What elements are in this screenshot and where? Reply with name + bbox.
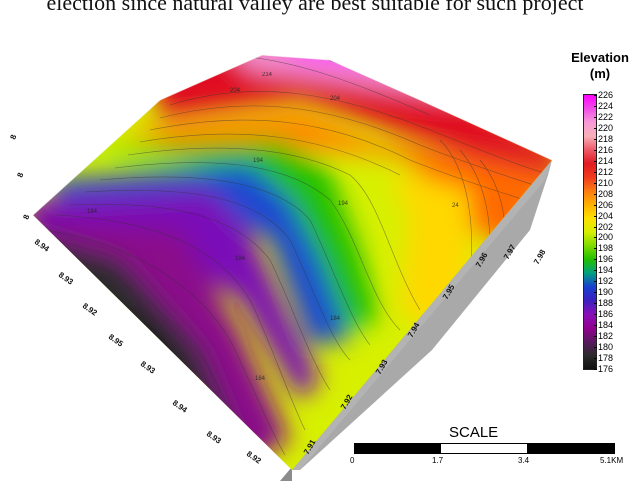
scale-label-3: 5.1KM — [600, 456, 624, 465]
axis-x-label-5: 8.93 — [139, 359, 157, 376]
legend-tick-224: 224 — [593, 100, 614, 111]
contour-label-1: 214 — [262, 72, 273, 78]
scale-title: SCALE — [449, 424, 499, 441]
legend-title: Elevation (m) — [570, 50, 630, 82]
axis-x-label-8: 8.92 — [245, 449, 263, 466]
legend-tick-206: 206 — [593, 199, 614, 210]
scale-label-0: 0 — [350, 456, 355, 465]
contour-label-8: 184 — [330, 316, 341, 322]
legend-tick-186: 186 — [593, 309, 614, 320]
caption-text: election since natural valley are best s… — [46, 0, 584, 15]
axis-y-label-8: 7.98 — [532, 248, 548, 266]
contour-label-6: 184 — [87, 209, 98, 215]
legend-tick-220: 220 — [593, 122, 614, 133]
legend-tick-192: 192 — [593, 276, 614, 287]
axis-z-label-1: 8 — [8, 133, 18, 141]
contour-label-9: 184 — [255, 376, 266, 382]
legend-tick-222: 222 — [593, 111, 614, 122]
axis-z-label-3: 8 — [21, 213, 31, 221]
axis-x-label-7: 8.93 — [205, 429, 223, 446]
axis-x-label-6: 8.94 — [171, 398, 189, 415]
legend-unit-text: (m) — [589, 66, 611, 81]
legend-tick-212: 212 — [593, 166, 614, 177]
contour-label-10: 24 — [452, 203, 459, 209]
legend-tick-210: 210 — [593, 177, 614, 188]
scale-label-1: 1.7 — [432, 456, 444, 465]
contour-label-2: 204 — [230, 88, 241, 94]
legend-tick-184: 184 — [593, 320, 614, 331]
contour-label-3: 204 — [330, 96, 341, 102]
legend-tick-226: 226 — [593, 90, 614, 100]
legend-tick-204: 204 — [593, 210, 614, 221]
axis-z-label-2: 8 — [15, 171, 25, 179]
scale-label-2: 3.4 — [518, 456, 530, 465]
contour-label-4: 194 — [253, 158, 264, 164]
axis-x-label-4: 8.95 — [107, 332, 125, 349]
axis-x-label-2: 8.93 — [57, 270, 75, 287]
legend-tick-218: 218 — [593, 133, 614, 144]
axis-x-label-3: 8.92 — [81, 301, 99, 318]
legend-tick-214: 214 — [593, 155, 614, 166]
legend-tick-182: 182 — [593, 331, 614, 342]
legend-tick-178: 178 — [593, 353, 614, 364]
legend-tick-188: 188 — [593, 298, 614, 309]
legend-tick-190: 190 — [593, 287, 614, 298]
legend-tick-176: 176 — [593, 364, 614, 374]
legend-color-bar — [583, 94, 597, 370]
scale-bar — [354, 443, 615, 454]
contour-label-5: 194 — [338, 201, 349, 207]
legend-tick-194: 194 — [593, 265, 614, 276]
legend-tick-208: 208 — [593, 188, 614, 199]
legend-title-text: Elevation — [571, 50, 629, 65]
legend-tick-196: 196 — [593, 254, 614, 265]
legend-tick-200: 200 — [593, 232, 614, 243]
contour-label-7: 184 — [235, 256, 246, 262]
legend-tick-216: 216 — [593, 144, 614, 155]
legend-tick-180: 180 — [593, 342, 614, 353]
axis-x-label-1: 8.94 — [33, 237, 51, 254]
legend-tick-198: 198 — [593, 243, 614, 254]
legend-tick-labels: 226 224 222 220 218 216 214 212 210 208 206 204 202 2… — [593, 90, 630, 374]
legend-tick-202: 202 — [593, 221, 614, 232]
